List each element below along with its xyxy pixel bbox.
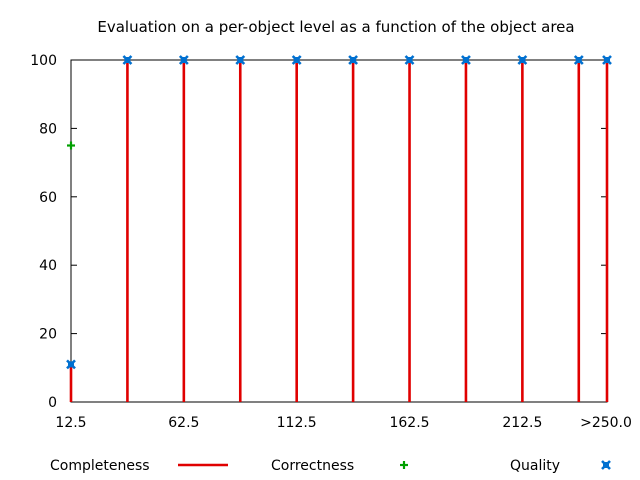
legend-swatch-quality-core (603, 462, 609, 468)
legend-label-completeness: Completeness (50, 458, 150, 474)
quality-point (291, 55, 302, 65)
quality-point (573, 55, 584, 65)
x-tick-label: >250.0 (580, 415, 632, 431)
y-tick-label: 100 (30, 53, 57, 69)
series-correctness (67, 141, 75, 150)
x-tick-label: 12.5 (55, 415, 86, 431)
series-completeness (69, 60, 609, 402)
series-quality (66, 55, 612, 370)
plot-frame (70, 59, 608, 403)
legend-label-correctness: Correctness (271, 458, 354, 474)
quality-point (517, 55, 528, 65)
quality-point (178, 55, 189, 65)
plot-area: 0 20 40 60 80 100 12.5 62.5 112.5 162.5 212.5 >250.… (30, 53, 632, 431)
quality-point (348, 55, 359, 65)
quality-point (235, 55, 246, 65)
legend-swatch-quality (601, 460, 611, 470)
x-tick-label: 62.5 (168, 415, 199, 431)
quality-point (602, 55, 612, 65)
quality-point (66, 359, 76, 370)
quality-point-core (604, 57, 610, 63)
y-tick-label: 0 (48, 395, 57, 411)
x-tick-label: 112.5 (277, 415, 317, 431)
quality-point-core (237, 57, 244, 63)
legend-swatch-correctness (400, 461, 408, 469)
chart-title: Evaluation on a per-object level as a fu… (97, 18, 574, 36)
y-tick-label: 20 (39, 327, 57, 343)
x-tick-label: 162.5 (389, 415, 429, 431)
quality-point (122, 55, 133, 65)
legend-label-quality: Quality (510, 458, 560, 474)
legend: Completeness Correctness Quality (50, 458, 611, 474)
y-tick-label: 80 (39, 121, 57, 137)
quality-point-core (124, 57, 131, 63)
x-tick-label: 212.5 (502, 415, 542, 431)
quality-point-core (180, 57, 187, 63)
quality-point-core (406, 57, 413, 63)
quality-point-core (575, 57, 582, 63)
quality-point-core (68, 361, 74, 368)
quality-point-core (350, 57, 357, 63)
y-tick-label: 60 (39, 190, 57, 206)
y-tick-label: 40 (39, 258, 57, 274)
quality-point-core (519, 57, 526, 63)
quality-point-core (462, 57, 469, 63)
quality-point (404, 55, 415, 65)
correctness-point (67, 141, 75, 150)
quality-point (461, 55, 471, 65)
quality-point-core (293, 57, 300, 63)
